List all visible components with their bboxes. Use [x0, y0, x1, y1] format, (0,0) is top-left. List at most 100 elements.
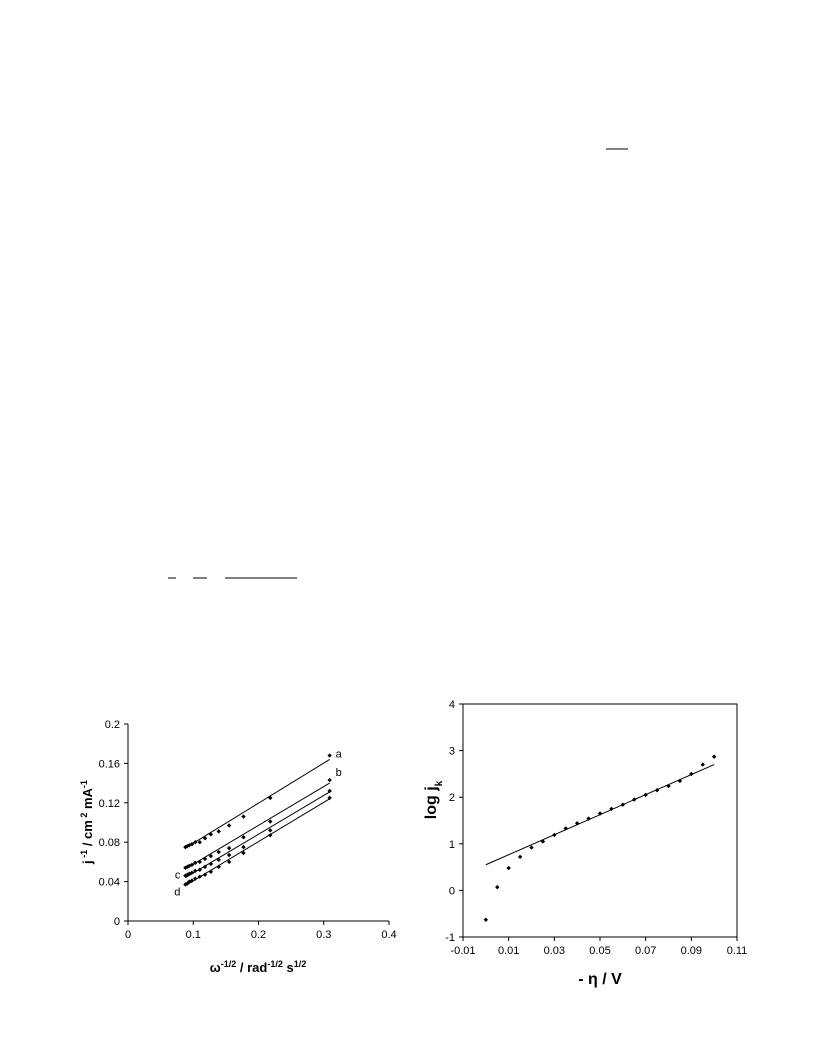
axis-label-part: / cm — [80, 820, 95, 850]
x-tick-label: 0.11 — [727, 945, 748, 957]
point — [208, 861, 214, 867]
point — [216, 857, 221, 863]
point — [208, 832, 214, 837]
point — [620, 802, 626, 807]
point — [268, 819, 273, 824]
fit-line — [185, 759, 330, 849]
point — [677, 778, 683, 784]
point — [185, 864, 190, 870]
point — [241, 844, 246, 850]
point — [327, 777, 332, 783]
point — [609, 806, 614, 812]
point — [241, 814, 246, 819]
chart: 0 0.1 0.2 0.3 0.400.040.080.120.160.2abcdω-1… — [79, 719, 397, 975]
axis-label: j -1 / cm 2 mA-1 — [79, 780, 95, 865]
y-tick-label: 0.16 — [99, 758, 120, 770]
y-tick-label: 0 — [114, 916, 120, 928]
point — [183, 865, 188, 871]
series-label: b — [336, 767, 342, 779]
point — [183, 882, 188, 887]
plot-frame — [462, 703, 738, 938]
point — [226, 859, 232, 865]
point — [193, 840, 198, 845]
axis-label-part: mA — [80, 787, 95, 812]
point — [483, 917, 489, 922]
y-tick-label: 3 — [449, 746, 455, 758]
point — [268, 795, 273, 801]
y-tick-label: -1 — [445, 932, 455, 944]
point — [241, 850, 246, 856]
point — [506, 865, 511, 871]
point — [197, 867, 202, 872]
axis-label-part: -1/2 — [267, 959, 283, 969]
point — [185, 872, 190, 877]
axis-label-part: 2 — [79, 813, 89, 821]
point — [597, 811, 603, 816]
point — [632, 797, 637, 802]
point — [540, 839, 546, 844]
stray-rules — [168, 148, 628, 579]
x-tick-label: 0.05 — [589, 945, 610, 957]
axis-label-part: -1 — [79, 850, 89, 861]
point — [208, 853, 214, 859]
point — [700, 762, 705, 767]
point — [197, 874, 202, 879]
point — [654, 788, 660, 793]
y-tick-label: 0.08 — [99, 837, 120, 849]
y-tick-label: 0.04 — [99, 877, 120, 889]
axis-label-part: log j — [423, 786, 440, 819]
x-tick-label: 0.2 — [251, 929, 266, 941]
x-tick-label: 0.07 — [635, 945, 656, 957]
x-tick-label: 0.1 — [186, 929, 201, 941]
axis-label: log jk — [423, 780, 445, 819]
point — [193, 860, 198, 866]
point — [574, 821, 580, 826]
axis-label-part: j — [80, 860, 95, 865]
axis-label-part: -1 — [79, 780, 89, 788]
x-tick-label: 0.4 — [381, 929, 396, 941]
point — [216, 849, 221, 855]
x-tick-label: 0.03 — [544, 945, 565, 957]
x-tick-label: 0.01 — [498, 945, 519, 957]
x-tick-label: 0.3 — [316, 929, 331, 941]
x-tick-label: 0 — [125, 929, 131, 941]
point — [208, 869, 214, 874]
point — [327, 788, 332, 794]
point — [202, 856, 208, 862]
point — [189, 862, 195, 868]
point — [689, 771, 694, 777]
point — [586, 816, 591, 821]
point — [189, 841, 195, 847]
point — [268, 828, 273, 833]
axis-label: ω-1/2 / rad-1/2 s1/2 — [210, 959, 306, 975]
axis-label-part: 1/2 — [294, 959, 307, 969]
point — [197, 840, 202, 845]
y-tick-label: 0.2 — [105, 719, 120, 731]
axis-label: - η / V — [578, 971, 622, 988]
point — [187, 863, 192, 869]
point — [202, 872, 208, 877]
point — [216, 864, 221, 870]
point — [241, 835, 246, 840]
y-tick-label: 0.12 — [99, 798, 120, 810]
point — [552, 832, 557, 838]
chart: -0.01 0.01 0.03 0.05 0.07 0.09 0.11 -1 0 1 2 3 4 - η … — [423, 699, 747, 988]
point — [189, 870, 195, 875]
series-label: a — [336, 749, 343, 761]
y-tick-label: 0 — [449, 885, 455, 897]
point — [183, 873, 188, 878]
point — [193, 876, 198, 881]
point — [216, 829, 221, 834]
point — [226, 845, 232, 851]
point — [495, 884, 500, 890]
fit-line — [185, 782, 330, 870]
point — [268, 833, 273, 838]
y-tick-label: 4 — [449, 699, 455, 711]
axis-label-part: s — [283, 960, 294, 975]
point — [197, 859, 202, 865]
axis-label-part: / rad — [236, 960, 267, 975]
x-tick-label: -0.01 — [450, 945, 475, 957]
axis-label-part: ω — [210, 960, 221, 975]
